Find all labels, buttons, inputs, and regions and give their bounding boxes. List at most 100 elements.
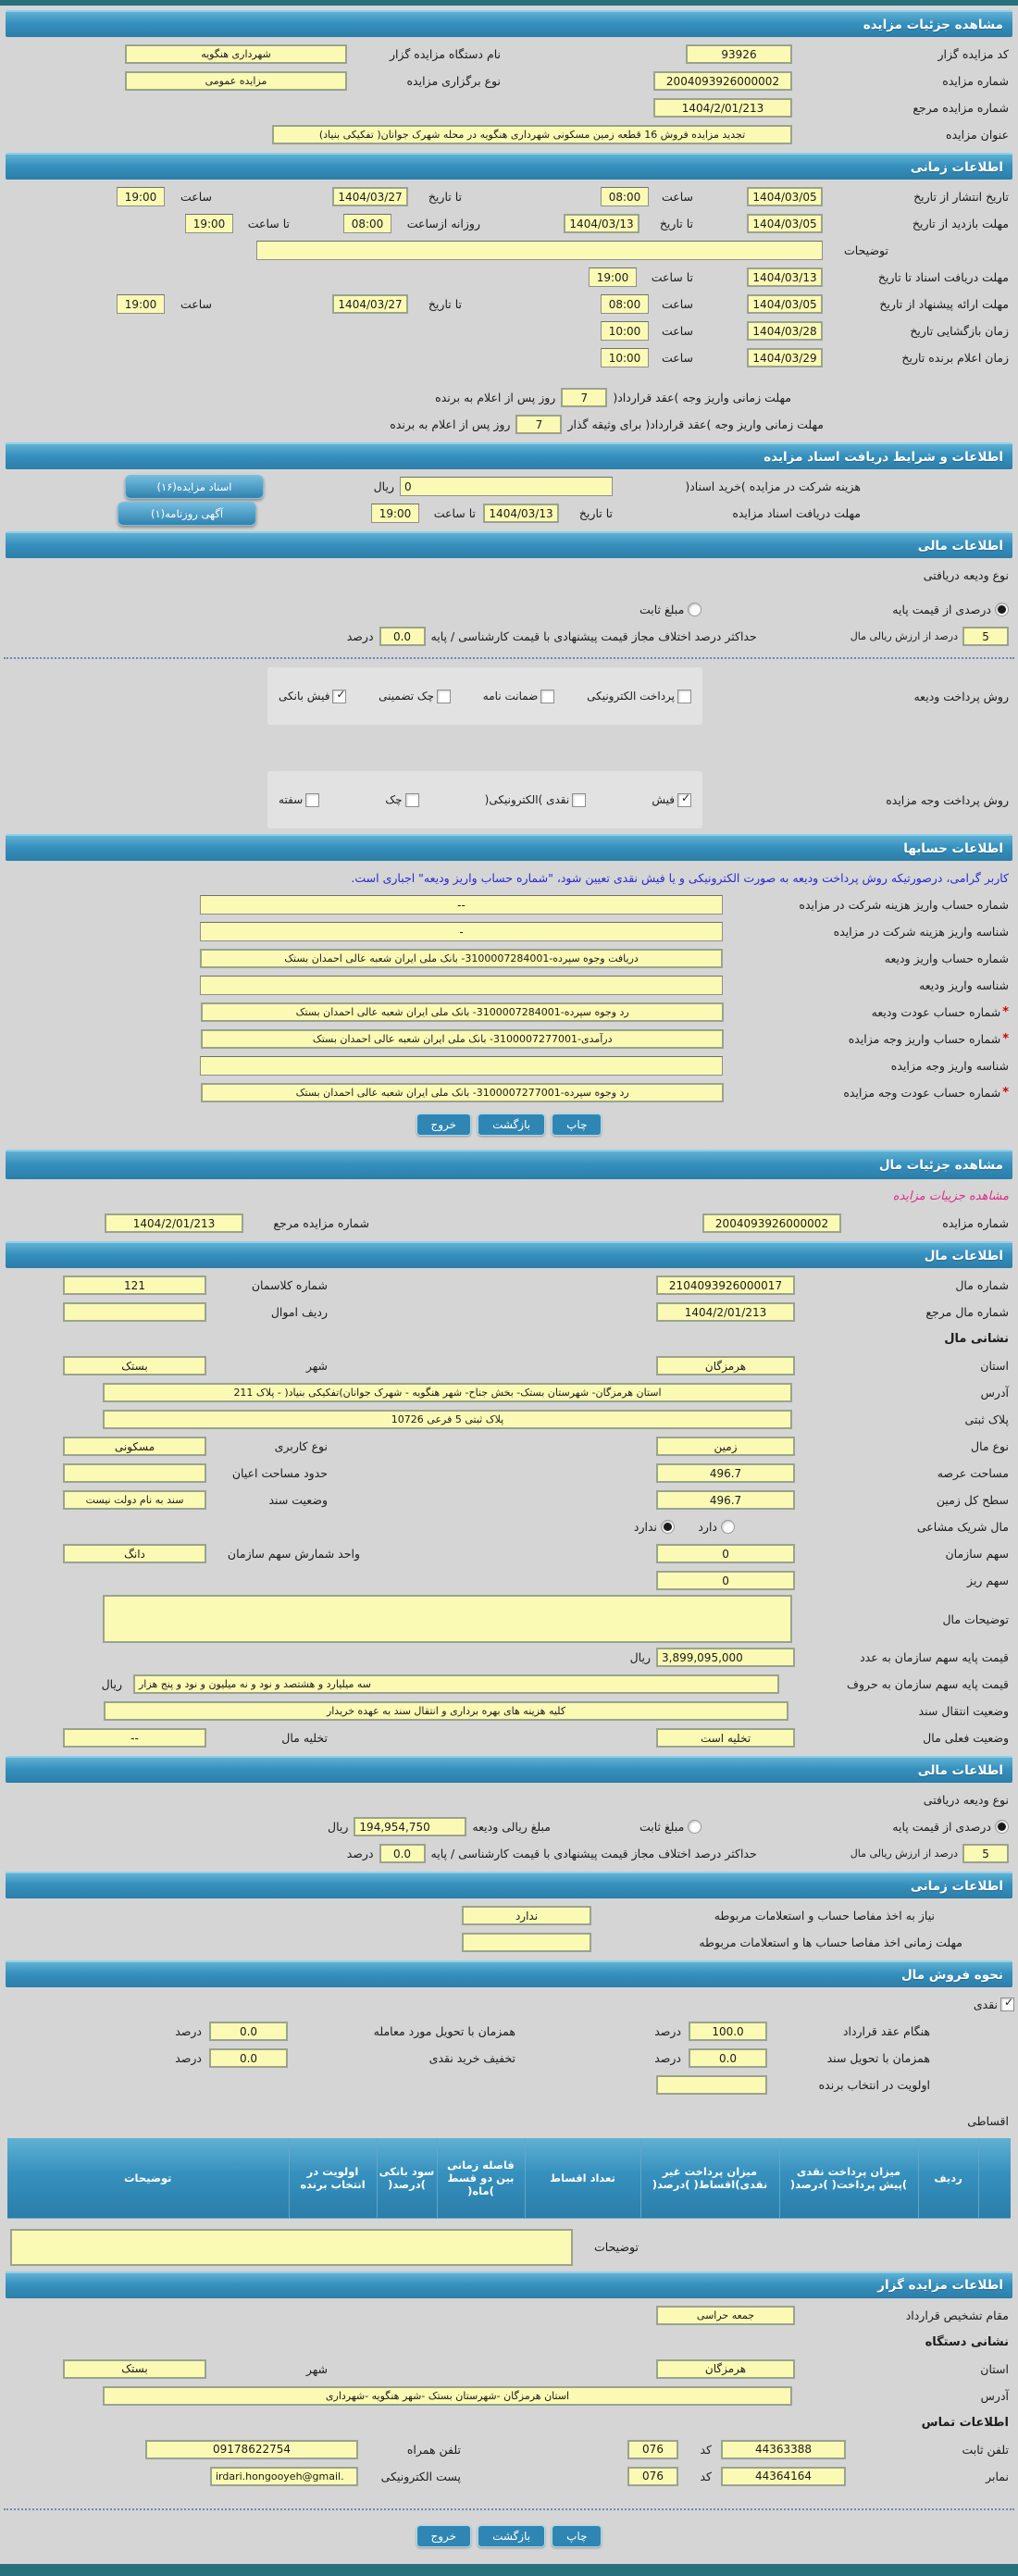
account-field[interactable]: -	[200, 922, 723, 941]
org-address-field[interactable]: استان هرمزگان -شهرستان بستک -شهر هنگویه …	[103, 2385, 792, 2406]
guarantee-letter-checkbox[interactable]	[540, 689, 555, 703]
account-field[interactable]: دریافت وجوه سپرده-3100007284001- بانک مل…	[200, 949, 723, 968]
opening-time-field[interactable]: 10:00	[601, 321, 649, 341]
visit-time2-field[interactable]: 19:00	[185, 214, 233, 233]
evacuation-field[interactable]: --	[63, 1728, 206, 1748]
fixed-amount-radio[interactable]	[688, 1820, 702, 1834]
percent-of-base-radio[interactable]	[995, 1820, 1009, 1834]
land-field[interactable]: 496.7	[656, 1490, 795, 1510]
auction-details-link[interactable]: مشاهده جزییات مزایده	[892, 1189, 1009, 1203]
opening-date-field[interactable]: 1404/03/28	[747, 321, 823, 341]
bidder-code-field[interactable]: 93926	[686, 44, 792, 64]
cash-checkbox[interactable]	[1000, 1996, 1014, 2011]
asset-no-field[interactable]: 2104093926000017	[656, 1276, 795, 1295]
docs-time-field[interactable]: 19:00	[589, 268, 637, 287]
building-area-field[interactable]	[63, 1463, 206, 1483]
asset-ref-field[interactable]: 1404/2/01/213	[656, 1302, 795, 1322]
winner-date-field[interactable]: 1404/03/29	[747, 348, 823, 367]
promissory-note-checkbox[interactable]	[305, 792, 320, 807]
newspaper-ad-button[interactable]: آگهی روزنامه(۱)	[118, 501, 256, 526]
deposit-percent-field[interactable]: 5	[962, 1844, 1009, 1863]
doc-deadline-time-field[interactable]: 19:00	[371, 504, 419, 523]
print-button[interactable]: چاپ	[552, 1114, 602, 1136]
print-button[interactable]: چاپ	[552, 2524, 602, 2547]
asset-type-field[interactable]: زمین	[656, 1437, 795, 1456]
base-price-field[interactable]: 3,899,095,000	[656, 1648, 795, 1667]
pay2-days-field[interactable]: 7	[515, 415, 563, 434]
auction-title-field[interactable]: تجدید مزایده فروش 16 قطعه زمین مسکونی شه…	[272, 125, 792, 144]
priority-field[interactable]	[656, 2075, 767, 2095]
auction-documents-button[interactable]: اسناد مزایده(۱۶)	[125, 474, 264, 499]
auction-no-field[interactable]: 2004093926000002	[653, 71, 792, 91]
plate-field[interactable]: پلاک ثبتی 5 فرعی 10726	[103, 1410, 792, 1429]
shared-yes-radio[interactable]	[721, 1520, 735, 1534]
deed-status-field[interactable]: سند به نام دولت نیست	[63, 1490, 206, 1510]
org-city-field[interactable]: بستک	[63, 2358, 206, 2379]
deed-percent-field[interactable]: 0.0	[689, 2048, 767, 2068]
publish-time2-field[interactable]: 19:00	[117, 187, 165, 206]
max-diff-field[interactable]: 0.0	[379, 627, 426, 646]
sale-desc-field[interactable]	[10, 2228, 573, 2266]
max-diff-field[interactable]: 0.0	[379, 1844, 426, 1863]
visit-from-field[interactable]: 1404/03/05	[747, 214, 823, 233]
contract-percent-field[interactable]: 100.0	[689, 2022, 767, 2041]
deposit-amount-field[interactable]: 194,954,750	[354, 1817, 467, 1836]
visit-to-field[interactable]: 1404/03/13	[564, 214, 639, 233]
phone-code-field[interactable]: 076	[627, 2439, 678, 2459]
asset-status-field[interactable]: تخلیه است	[656, 1728, 795, 1748]
back-button[interactable]: بازگشت	[478, 2524, 546, 2547]
asset-desc-field[interactable]	[103, 1595, 792, 1643]
clearance-field[interactable]: ندارد	[462, 1906, 591, 1925]
account-field[interactable]: رد وجوه سپرده-3100007284001- بانک ملی ای…	[201, 1002, 725, 1022]
cash-electronic-checkbox[interactable]	[572, 792, 587, 807]
account-field[interactable]: رد وجوه سپرده-3100007277001- بانک ملی ای…	[201, 1083, 725, 1102]
sub-share-field[interactable]: 0	[656, 1571, 795, 1590]
docs-date-field[interactable]: 1404/03/13	[747, 268, 823, 287]
certified-check-checkbox[interactable]	[437, 689, 452, 703]
electronic-payment-checkbox[interactable]	[677, 689, 691, 703]
bank-receipt-checkbox[interactable]	[332, 688, 347, 703]
phone-field[interactable]: 44363388	[721, 2439, 846, 2459]
exit-button[interactable]: خروج	[416, 2524, 472, 2547]
check-checkbox[interactable]	[404, 792, 419, 807]
ref-no-field[interactable]: 1404/2/01/213	[105, 1213, 243, 1233]
back-button[interactable]: بازگشت	[478, 1114, 546, 1136]
delivery-percent-field[interactable]: 0.0	[209, 2022, 288, 2041]
discount-percent-field[interactable]: 0.0	[209, 2048, 288, 2068]
offer-to-field[interactable]: 1404/03/27	[332, 294, 408, 314]
transfer-field[interactable]: کلیه هزینه های بهره برداری و انتقال سند …	[104, 1701, 788, 1721]
mobile-field[interactable]: 09178622754	[145, 2439, 358, 2459]
base-price-words-field[interactable]: سه میلیارد و هشتصد و نود و نه میلیون و ن…	[133, 1674, 779, 1694]
pay1-days-field[interactable]: 7	[561, 388, 608, 407]
fax-code-field[interactable]: 076	[627, 2466, 678, 2486]
offer-time2-field[interactable]: 19:00	[117, 294, 165, 314]
exit-button[interactable]: خروج	[416, 1114, 472, 1136]
fax-field[interactable]: 44364164	[721, 2466, 846, 2486]
doc-deadline-date-field[interactable]: 1404/03/13	[483, 504, 559, 523]
address-field[interactable]: استان هرمزگان- شهرستان بستک- بخش جناح- ش…	[103, 1383, 792, 1402]
shared-no-radio[interactable]	[661, 1520, 675, 1534]
ref-no-field[interactable]: 1404/2/01/213	[653, 98, 792, 118]
auction-no-field[interactable]: 2004093926000002	[702, 1213, 841, 1233]
class-no-field[interactable]: 121	[63, 1276, 206, 1295]
doc-fee-field[interactable]: 0	[400, 477, 613, 496]
area-field[interactable]: 496.7	[656, 1463, 795, 1483]
authority-field[interactable]: جمعه حراسی	[656, 2305, 795, 2325]
account-field[interactable]: --	[200, 895, 723, 915]
asset-row-field[interactable]	[63, 1302, 206, 1322]
publish-time1-field[interactable]: 08:00	[601, 187, 649, 206]
email-field[interactable]: irdari.hongooyeh@gmail.	[210, 2466, 358, 2486]
usage-field[interactable]: مسکونی	[63, 1437, 206, 1456]
deposit-percent-field[interactable]: 5	[962, 627, 1009, 646]
share-unit-field[interactable]: دانگ	[63, 1544, 206, 1563]
account-field[interactable]: درآمدی-3100007277001- بانک ملی ایران شعب…	[201, 1029, 725, 1049]
account-field[interactable]	[200, 976, 723, 995]
visit-time1-field[interactable]: 08:00	[343, 214, 391, 233]
auction-type-field[interactable]: مزایده عمومی	[125, 71, 347, 91]
offer-from-field[interactable]: 1404/03/05	[747, 294, 823, 314]
timing-desc-field[interactable]	[256, 241, 823, 260]
account-field[interactable]	[200, 1056, 723, 1076]
publish-to-field[interactable]: 1404/03/27	[332, 187, 408, 206]
org-province-field[interactable]: هرمزگان	[656, 2358, 795, 2379]
province-field[interactable]: هرمزگان	[656, 1356, 795, 1375]
